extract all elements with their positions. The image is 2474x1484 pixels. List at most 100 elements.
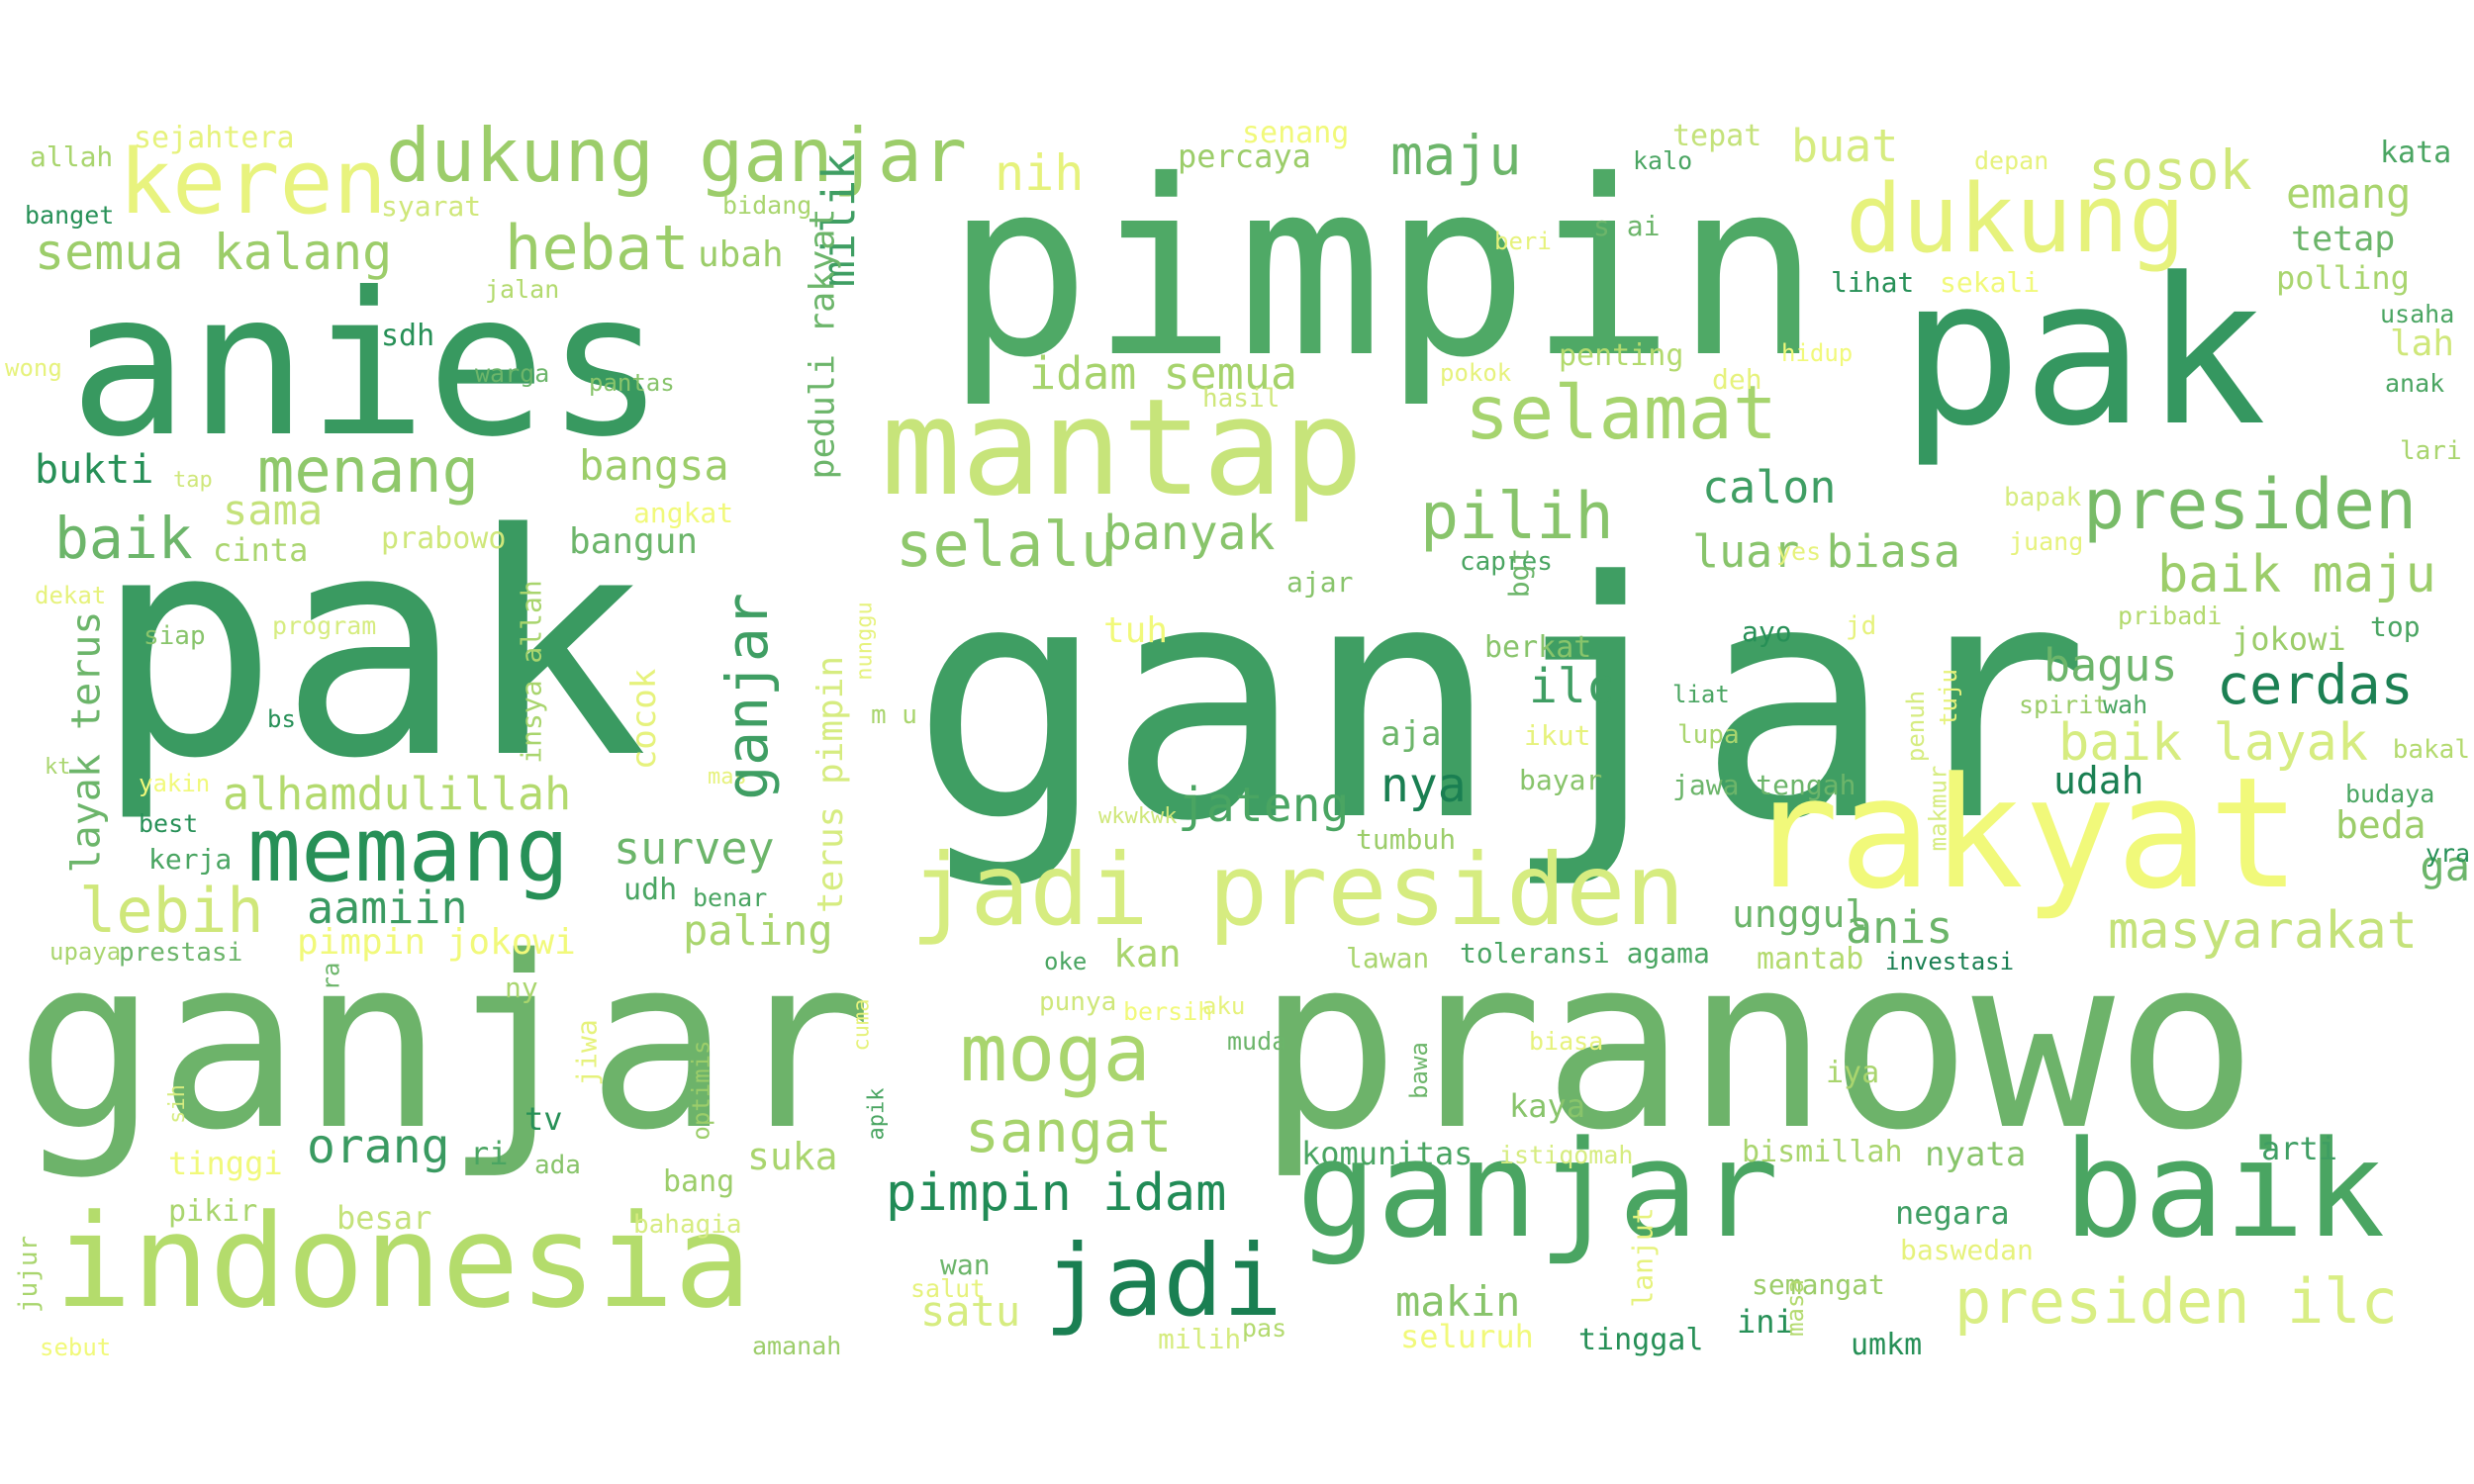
cloud-word: ny: [505, 972, 538, 1004]
cloud-word: upaya: [49, 938, 122, 966]
cloud-word: ganjar: [713, 593, 781, 800]
cloud-word: pas: [1242, 1314, 1287, 1343]
cloud-word: sangat: [965, 1098, 1173, 1165]
cloud-word: bs: [267, 705, 296, 733]
cloud-word: nih: [995, 144, 1085, 202]
cloud-word: pilih: [1420, 480, 1614, 554]
cloud-word: sdh: [381, 319, 435, 353]
cloud-word: bang: [663, 1164, 735, 1199]
cloud-word: penuh: [1902, 690, 1931, 763]
cloud-word: baik maju: [2157, 545, 2436, 604]
cloud-word: mas: [708, 765, 747, 789]
cloud-word: makin: [1395, 1277, 1521, 1326]
cloud-word: baik: [54, 505, 193, 572]
cloud-word: juang: [2009, 527, 2084, 556]
cloud-word: yakin: [139, 770, 211, 797]
cloud-word: lanjut: [1626, 1207, 1660, 1308]
cloud-word: alhamdulillah: [223, 768, 572, 820]
cloud-word: kan: [1113, 932, 1182, 975]
cloud-word: dekat: [35, 582, 107, 609]
cloud-word: bapak: [2004, 483, 2082, 512]
cloud-word: bayar: [1519, 764, 1603, 796]
cloud-word: sosok: [2088, 139, 2252, 202]
cloud-word: prestasi: [119, 938, 243, 968]
cloud-word: biasa: [1529, 1027, 1604, 1056]
cloud-word: udah: [2053, 759, 2144, 802]
cloud-word: seluruh: [1400, 1318, 1534, 1355]
cloud-word: aamiin: [307, 881, 468, 934]
cloud-word: bawa: [1404, 1042, 1433, 1099]
cloud-word: istiqomah: [1499, 1141, 1634, 1169]
cloud-word: budaya: [2345, 780, 2435, 808]
cloud-word: m u: [871, 700, 917, 730]
cloud-word: pribadi: [2118, 602, 2223, 630]
cloud-word: jalan: [485, 275, 560, 304]
cloud-word: jateng: [1178, 778, 1350, 833]
cloud-word: pimpin idam: [886, 1163, 1227, 1223]
cloud-word: banyak: [1103, 506, 1276, 561]
cloud-word: ayo: [1742, 615, 1792, 648]
cloud-word: anis: [1846, 901, 1953, 954]
cloud-word: mantab: [1757, 942, 1864, 976]
cloud-word: selamat: [1465, 369, 1778, 456]
cloud-word: pak: [94, 469, 648, 826]
cloud-word: percaya: [1178, 138, 1311, 175]
cloud-word: sebut: [40, 1334, 112, 1361]
cloud-word: maju: [1390, 124, 1522, 187]
cloud-word: wan: [940, 1249, 991, 1281]
cloud-word: usaha: [2380, 300, 2455, 328]
cloud-word: moga: [960, 1007, 1151, 1099]
cloud-word: idam semua: [1029, 347, 1297, 400]
cloud-word: anies: [69, 250, 666, 481]
cloud-word: jd: [1846, 611, 1877, 641]
cloud-word: rakyat: [1747, 744, 2301, 923]
cloud-word: lah: [2390, 324, 2455, 364]
cloud-word: tap: [173, 468, 213, 493]
cloud-word: capres: [1460, 547, 1553, 577]
cloud-word: bagus: [2044, 639, 2178, 692]
cloud-word: ri: [470, 1135, 509, 1172]
cloud-word: semangat: [1752, 1268, 1885, 1301]
cloud-word: umkm: [1851, 1328, 1923, 1362]
cloud-word: nya: [1380, 758, 1467, 813]
cloud-word: wong: [5, 354, 62, 382]
cloud-word: banget: [25, 201, 115, 230]
cloud-word: indonesia: [54, 1186, 752, 1337]
cloud-word: semua kalang: [35, 224, 393, 281]
cloud-word: kt: [45, 755, 71, 780]
cloud-word: best: [139, 809, 199, 838]
cloud-word: tinggal: [1578, 1323, 1704, 1357]
cloud-word: polling: [2276, 259, 2410, 297]
cloud-word: investasi: [1885, 948, 2015, 975]
cloud-word: bakal: [2392, 735, 2470, 765]
cloud-word: wah: [2103, 691, 2148, 719]
cloud-word: paling: [683, 906, 833, 955]
cloud-word: baik: [2063, 1112, 2386, 1267]
cloud-word: ganjar: [910, 512, 2091, 892]
cloud-word: pimpin jokowi: [297, 922, 576, 963]
cloud-word: tv: [524, 1100, 563, 1138]
cloud-word: nyata: [1925, 1135, 2027, 1174]
cloud-word: kerja: [148, 843, 233, 876]
cloud-word: beda: [2335, 803, 2426, 847]
cloud-word: bangsa: [579, 441, 729, 490]
cloud-word: kaya: [1509, 1087, 1586, 1125]
cloud-word: lari: [2400, 436, 2462, 466]
cloud-word: orang: [307, 1119, 450, 1174]
cloud-word: amanah: [752, 1332, 842, 1360]
cloud-word: hasil: [1202, 384, 1281, 414]
cloud-word: negara: [1895, 1194, 2010, 1232]
cloud-word: pikir: [168, 1194, 258, 1229]
cloud-word: milih: [1158, 1323, 1242, 1355]
cloud-word: lupa: [1677, 720, 1740, 750]
cloud-word: sih: [164, 1084, 190, 1124]
cloud-word: satu: [920, 1287, 1021, 1336]
cloud-word: jawa tengah: [1672, 769, 1856, 801]
cloud-word: spirit: [2019, 691, 2109, 719]
cloud-word: dukung ganjar: [386, 112, 967, 199]
cloud-word: senang: [1242, 116, 1350, 150]
cloud-word: oke: [1044, 948, 1088, 975]
cloud-word: anak: [2385, 369, 2445, 398]
cloud-word: ganjar: [1296, 1112, 1779, 1267]
